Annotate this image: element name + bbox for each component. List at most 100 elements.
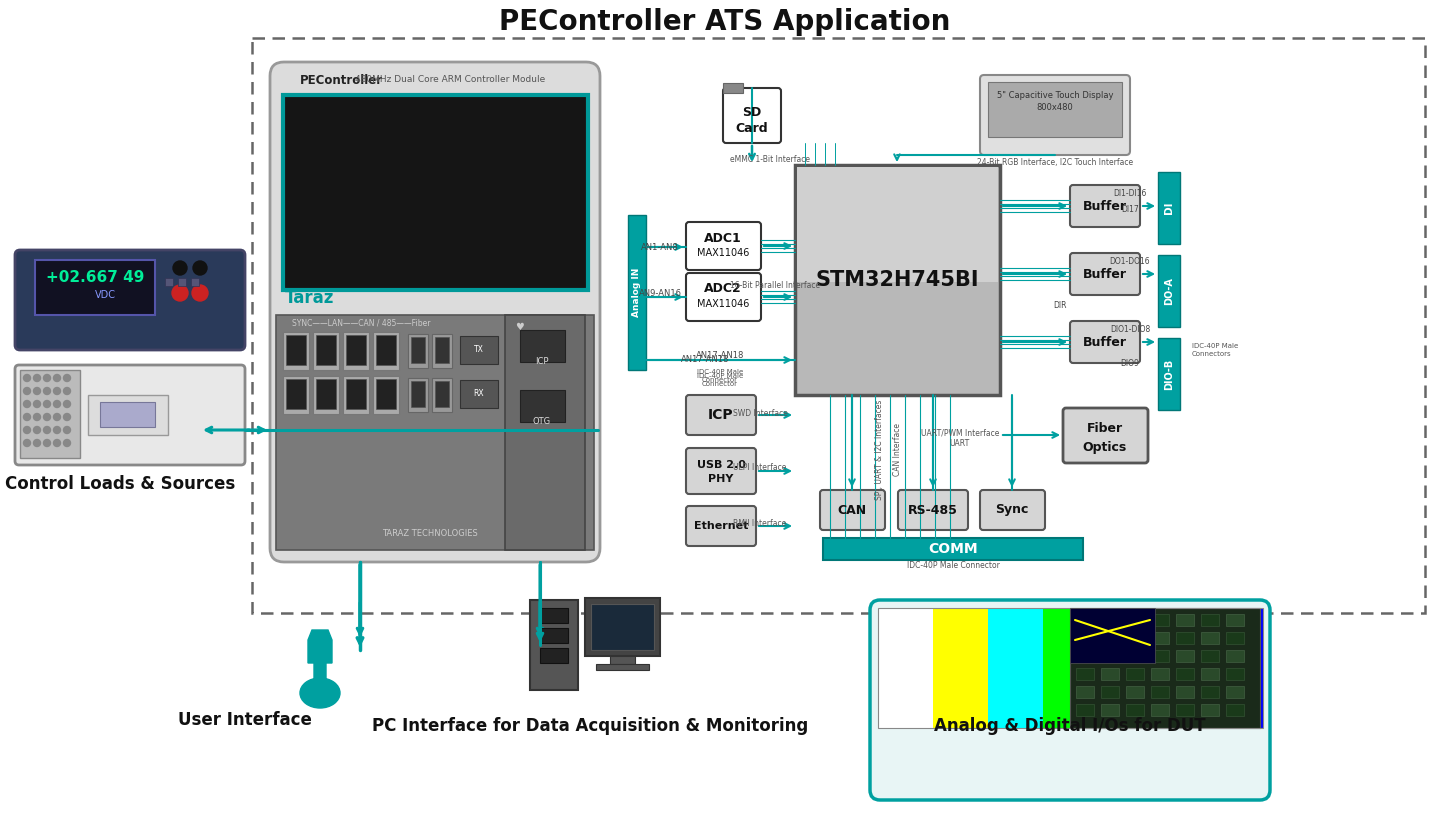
Text: SWD Interface: SWD Interface [732, 409, 787, 418]
Circle shape [33, 440, 41, 446]
Circle shape [64, 374, 71, 382]
Text: 800x480: 800x480 [1037, 103, 1073, 112]
Bar [1201, 632, 1219, 644]
Text: SPI, UART & I2C Interfaces: SPI, UART & I2C Interfaces [876, 400, 884, 500]
Bar [584, 598, 660, 656]
Circle shape [64, 387, 71, 395]
Bar [460, 336, 497, 364]
Bar [1043, 608, 1098, 728]
Bar [1159, 172, 1180, 244]
Text: Control Loads & Sources: Control Loads & Sources [4, 475, 235, 493]
Text: DO-A: DO-A [1164, 277, 1175, 305]
Text: DO1-DO16: DO1-DO16 [1109, 256, 1150, 265]
Bar [1151, 668, 1169, 680]
Circle shape [64, 440, 71, 446]
Text: Sync: Sync [995, 504, 1028, 517]
Text: AN17-AN18: AN17-AN18 [696, 351, 744, 360]
Bar [1176, 650, 1193, 662]
Bar [1070, 608, 1156, 663]
Bar [795, 165, 1000, 395]
Bar [824, 538, 1083, 560]
Bar [435, 337, 450, 363]
Text: 5" Capacitive Touch Display: 5" Capacitive Touch Display [996, 92, 1114, 101]
Text: STM32H745BI: STM32H745BI [815, 270, 979, 290]
Text: PC Interface for Data Acquisition & Monitoring: PC Interface for Data Acquisition & Moni… [371, 717, 808, 735]
Bar [1201, 686, 1219, 698]
Text: Buffer: Buffer [1083, 200, 1127, 212]
FancyBboxPatch shape [898, 490, 969, 530]
Text: Taraz: Taraz [286, 289, 335, 307]
Bar [1227, 686, 1244, 698]
Bar [1176, 686, 1193, 698]
FancyBboxPatch shape [821, 490, 884, 530]
Bar [592, 604, 654, 650]
Circle shape [23, 400, 30, 408]
Text: RS-485: RS-485 [908, 504, 958, 517]
Bar [1076, 686, 1093, 698]
Text: OTG: OTG [534, 418, 551, 427]
Bar [347, 335, 365, 365]
Circle shape [191, 285, 207, 301]
Bar [178, 278, 186, 286]
FancyBboxPatch shape [1070, 185, 1140, 227]
FancyBboxPatch shape [686, 448, 755, 494]
Circle shape [44, 427, 51, 433]
Text: ULPI Interface: ULPI Interface [734, 463, 787, 472]
Bar [286, 379, 306, 409]
Text: IDC-40P Male Connector: IDC-40P Male Connector [906, 562, 999, 571]
Text: Buffer: Buffer [1083, 268, 1127, 280]
Bar [1076, 650, 1093, 662]
Bar [1101, 614, 1119, 626]
FancyBboxPatch shape [686, 506, 755, 546]
Bar [1151, 614, 1169, 626]
Text: VDC: VDC [94, 290, 116, 300]
Bar [432, 378, 452, 412]
Bar [283, 376, 309, 414]
Bar [347, 379, 365, 409]
Circle shape [33, 427, 41, 433]
Text: 16-Bit Parallel Interface: 16-Bit Parallel Interface [729, 280, 821, 289]
Bar [610, 656, 635, 664]
Bar [505, 315, 584, 550]
Bar [313, 332, 339, 370]
Bar [1076, 614, 1093, 626]
Bar [987, 82, 1122, 137]
Bar [460, 380, 497, 408]
Text: ADC2: ADC2 [705, 283, 742, 296]
Text: Analog & Digital I/Os for DUT: Analog & Digital I/Os for DUT [934, 717, 1206, 735]
Circle shape [54, 400, 61, 408]
Circle shape [33, 374, 41, 382]
Bar [344, 332, 368, 370]
Text: IDC-40P Male
Connector: IDC-40P Male Connector [697, 369, 742, 382]
Text: DIR: DIR [1053, 301, 1067, 310]
Polygon shape [307, 630, 332, 686]
Text: AN1-AN8: AN1-AN8 [641, 242, 679, 251]
FancyBboxPatch shape [1070, 253, 1140, 295]
Bar [435, 381, 450, 407]
Text: DI17: DI17 [1121, 206, 1138, 215]
Text: MAX11046: MAX11046 [697, 248, 750, 258]
Text: Fiber: Fiber [1088, 422, 1124, 435]
Circle shape [64, 400, 71, 408]
Bar [1201, 668, 1219, 680]
Text: Buffer: Buffer [1083, 336, 1127, 349]
Bar [20, 370, 80, 458]
Bar [283, 95, 589, 290]
Bar [1201, 614, 1219, 626]
FancyBboxPatch shape [14, 250, 245, 350]
Circle shape [23, 387, 30, 395]
Text: RX: RX [474, 390, 484, 399]
Text: TARAZ TECHNOLOGIES: TARAZ TECHNOLOGIES [383, 530, 478, 539]
Text: Optics: Optics [1083, 441, 1127, 454]
Bar [1076, 668, 1093, 680]
Text: eMMC 1-Bit Interface: eMMC 1-Bit Interface [729, 156, 811, 165]
Bar [1151, 704, 1169, 716]
Bar [1227, 668, 1244, 680]
Bar [376, 335, 396, 365]
FancyBboxPatch shape [1070, 321, 1140, 363]
Bar [539, 608, 568, 623]
Bar [1153, 608, 1208, 728]
FancyBboxPatch shape [686, 395, 755, 435]
Bar [531, 600, 579, 690]
Text: +02.667 49: +02.667 49 [46, 270, 144, 286]
